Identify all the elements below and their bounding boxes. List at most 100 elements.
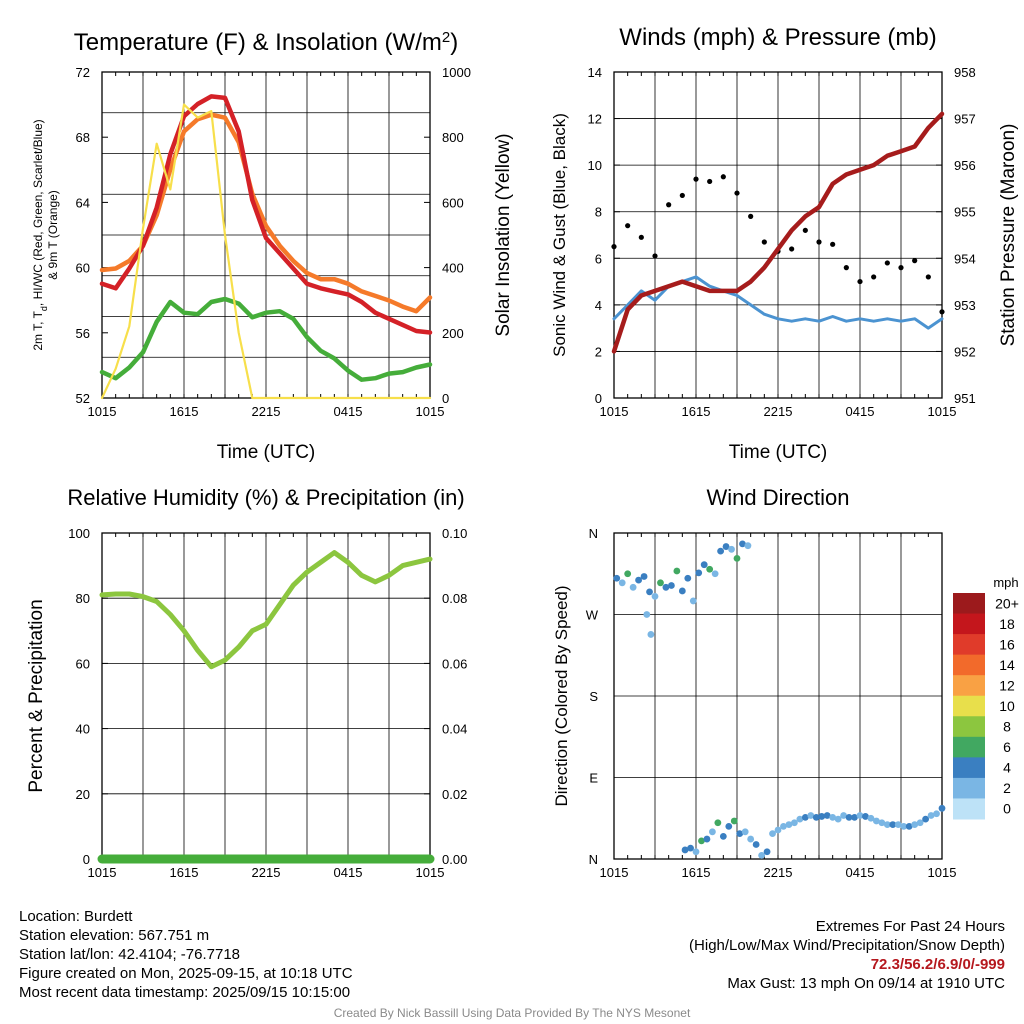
direction-point	[894, 821, 902, 828]
direction-point	[711, 570, 719, 578]
x-tick-label: 2215	[252, 404, 281, 419]
y2-tick-label: 0.06	[442, 656, 467, 671]
colorbar-label: 4	[1003, 760, 1011, 776]
x-tick-label: 0415	[846, 865, 875, 880]
colorbar-swatch	[953, 634, 985, 656]
x-tick-label: 1015	[416, 404, 445, 419]
direction-point	[647, 631, 655, 638]
gust-point	[652, 253, 658, 259]
direction-point	[736, 830, 744, 838]
max-gust: Max Gust: 13 mph On 09/14 at 1910 UTC	[727, 975, 1005, 992]
gust-point	[707, 178, 713, 185]
colorbar-label: 0	[1003, 801, 1011, 817]
y-tick-label: 100	[68, 526, 90, 541]
direction-point	[733, 554, 741, 562]
y-tick-label: 40	[76, 722, 90, 737]
y2-axis-label: Solar Insolation (Yellow)	[493, 133, 514, 336]
direction-points	[613, 540, 946, 859]
direction-point	[719, 832, 727, 840]
direction-point	[856, 812, 864, 819]
series-line-pressure	[611, 111, 945, 354]
direction-point	[684, 574, 692, 582]
direction-tick-label: N	[589, 526, 598, 541]
y-axis-label: Percent & Precipitation	[26, 599, 47, 792]
x-tick-label: 2215	[764, 404, 793, 419]
y-tick-label: 10	[588, 158, 602, 173]
direction-point	[673, 567, 681, 575]
recent-timestamp: Most recent data timestamp: 2025/09/15 1…	[19, 984, 351, 1001]
direction-point	[889, 821, 897, 828]
direction-point	[651, 592, 659, 600]
figure-created: Figure created on Mon, 2025-09-15, at 10…	[19, 965, 353, 982]
y2-tick-label: 958	[954, 65, 976, 80]
y-tick-label: 4	[595, 298, 602, 313]
x-axis-label: Time (UTC)	[217, 442, 316, 463]
credit-text: Created By Nick Bassill Using Data Provi…	[333, 1006, 691, 1020]
direction-point	[840, 812, 847, 819]
direction-point	[668, 582, 675, 589]
colorbar-swatch	[953, 736, 985, 758]
y2-tick-label: 200	[442, 326, 464, 341]
direction-point	[769, 830, 776, 838]
panel-4-grid	[613, 533, 943, 859]
colorbar-label: 8	[1003, 719, 1011, 735]
y2-axis-label: Station Pressure (Maroon)	[998, 124, 1019, 347]
colorbar-swatch	[953, 777, 985, 799]
y2-tick-label: 0.02	[442, 787, 467, 802]
direction-point	[867, 814, 875, 822]
direction-point	[796, 815, 804, 823]
x-tick-label: 1015	[88, 865, 117, 880]
series-line-temp_9m	[99, 112, 433, 314]
x-tick-label: 1015	[928, 404, 957, 419]
direction-point	[752, 841, 760, 848]
panel-1-grid	[101, 72, 431, 398]
y2-tick-label: 1000	[442, 65, 471, 80]
gust-point	[748, 213, 754, 219]
direction-point	[703, 835, 711, 843]
direction-point	[851, 813, 858, 821]
direction-point	[834, 815, 842, 823]
y-axis-label: Direction (Colored By Speed)	[552, 585, 571, 806]
direction-point	[791, 819, 798, 827]
direction-point	[662, 583, 670, 591]
direction-point	[763, 848, 771, 856]
direction-tick-label: E	[589, 771, 598, 786]
x-tick-label: 1615	[682, 865, 711, 880]
direction-point	[695, 569, 703, 577]
direction-tick-label: S	[589, 689, 598, 704]
direction-point	[692, 848, 700, 856]
gust-point	[857, 278, 863, 285]
direction-point	[911, 821, 919, 828]
direction-point	[823, 812, 831, 819]
direction-point	[618, 579, 626, 587]
chart-title-winds: Winds (mph) & Pressure (mb)	[619, 24, 936, 51]
direction-point	[728, 545, 735, 553]
x-tick-label: 1015	[600, 404, 629, 419]
direction-point	[807, 812, 815, 819]
panel-3-grid	[101, 533, 431, 859]
gust-point	[789, 246, 795, 252]
direction-tick-label: N	[589, 852, 598, 867]
gust-point	[871, 274, 877, 280]
station-info: Location: Burdett Station elevation: 567…	[19, 907, 353, 1002]
x-tick-label: 2215	[764, 865, 793, 880]
y-tick-label: 20	[76, 787, 90, 802]
direction-point	[725, 823, 733, 830]
colorbar-label: 12	[999, 677, 1015, 693]
colorbar-label: 10	[999, 698, 1015, 714]
gust-point	[679, 192, 685, 199]
y-axis-label-line2: & 9m T (Orange)	[46, 190, 60, 280]
y2-tick-label: 956	[954, 158, 976, 173]
colorbar-swatch	[953, 798, 985, 820]
direction-point	[613, 574, 621, 582]
gust-point	[843, 265, 849, 271]
y-tick-label: 68	[76, 130, 90, 145]
direction-point	[709, 828, 716, 836]
colorbar-label: 2	[1003, 780, 1011, 796]
y2-tick-label: 800	[442, 130, 464, 145]
y-tick-label: 56	[76, 326, 90, 341]
y-tick-label: 6	[595, 251, 602, 266]
direction-point	[818, 813, 826, 820]
direction-point	[933, 810, 940, 818]
